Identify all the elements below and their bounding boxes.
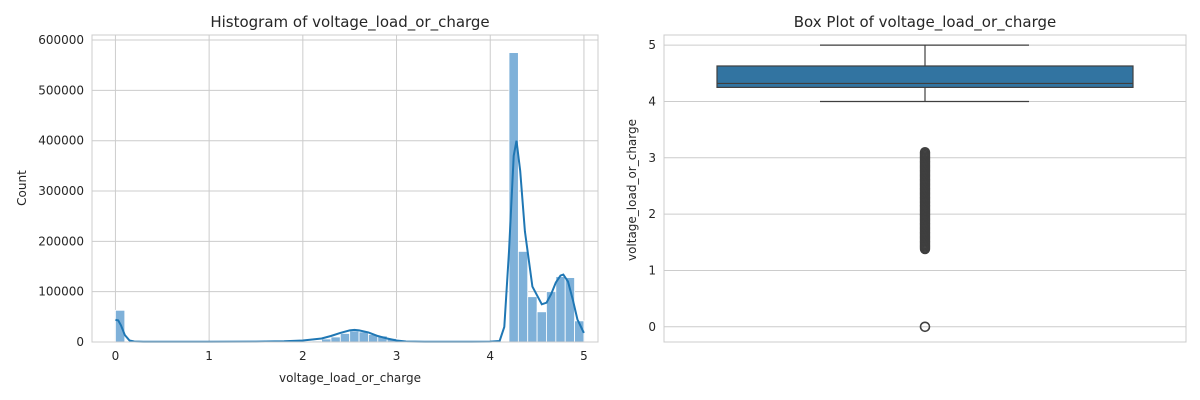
histogram-bars — [115, 52, 585, 343]
histogram-x-tick-label: 3 — [393, 349, 401, 363]
histogram-chart: 0 1 2 3 4 5 0 100000 200000 300000 400000 500000 60… — [15, 13, 599, 385]
histogram-bar — [330, 336, 341, 343]
boxplot-y-tick-label: 3 — [648, 151, 656, 165]
boxplot-y-axis-label: voltage_load_or_charge — [625, 119, 639, 261]
boxplot-y-tick-label: 4 — [648, 94, 656, 108]
histogram-x-tick-label: 0 — [112, 349, 120, 363]
boxplot-y-ticks: 0 1 2 3 4 5 — [648, 38, 656, 334]
boxplot-y-tick-label: 0 — [648, 320, 656, 334]
histogram-bar — [527, 296, 538, 343]
histogram-x-axis-label: voltage_load_or_charge — [279, 371, 421, 385]
histogram-y-axis-label: Count — [15, 170, 29, 206]
histogram-x-tick-label: 1 — [205, 349, 213, 363]
histogram-bar — [115, 309, 126, 343]
histogram-bar — [358, 331, 369, 343]
boxplot-chart: 0 1 2 3 4 5 Box Plot of voltage_load_or_charg… — [625, 13, 1187, 343]
interquartile-box — [716, 65, 1134, 88]
histogram-y-tick-label: 500000 — [38, 83, 84, 97]
boxplot-outliers — [919, 146, 931, 333]
histogram-y-ticks: 0 100000 200000 300000 400000 500000 600000 — [38, 33, 84, 349]
histogram-y-tick-label: 100000 — [38, 285, 84, 299]
boxplot-title: Box Plot of voltage_load_or_charge — [794, 13, 1056, 32]
histogram-y-tick-label: 200000 — [38, 234, 84, 248]
histogram-y-tick-label: 0 — [76, 335, 84, 349]
histogram-y-tick-label: 400000 — [38, 134, 84, 148]
histogram-y-tick-label: 600000 — [38, 33, 84, 47]
outlier-point — [919, 321, 931, 333]
histogram-x-tick-label: 5 — [580, 349, 588, 363]
histogram-bar — [508, 52, 519, 343]
outlier-point — [919, 146, 931, 158]
histogram-bar — [349, 330, 360, 343]
histogram-bar — [339, 333, 351, 343]
histogram-title: Histogram of voltage_load_or_charge — [210, 13, 489, 32]
histogram-x-tick-label: 2 — [299, 349, 307, 363]
histogram-y-tick-label: 300000 — [38, 184, 84, 198]
histogram-bar — [536, 311, 547, 343]
histogram-x-ticks: 0 1 2 3 4 5 — [112, 349, 588, 363]
boxplot-plot-frame — [663, 34, 1187, 343]
boxplot-box — [716, 44, 1134, 103]
histogram-bar — [555, 276, 566, 343]
boxplot-y-tick-label: 2 — [648, 207, 656, 221]
histogram-x-tick-label: 4 — [486, 349, 494, 363]
histogram-bar — [517, 251, 529, 343]
boxplot-y-tick-label: 5 — [648, 38, 656, 52]
histogram-plot-frame — [91, 34, 599, 343]
boxplot-y-tick-label: 1 — [648, 263, 656, 277]
